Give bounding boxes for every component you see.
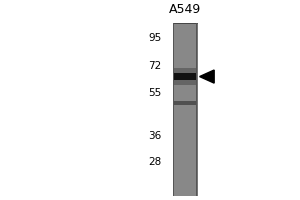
Text: A549: A549 — [169, 3, 201, 16]
Text: 95: 95 — [148, 33, 162, 43]
Text: 72: 72 — [148, 61, 162, 71]
Bar — [173, 23, 197, 196]
Bar — [173, 101, 197, 105]
Polygon shape — [200, 70, 214, 83]
Bar — [173, 68, 197, 85]
Text: 55: 55 — [148, 88, 162, 98]
Bar — [173, 23, 174, 196]
Bar — [196, 23, 197, 196]
Text: 28: 28 — [148, 157, 162, 167]
Text: 36: 36 — [148, 131, 162, 141]
Bar — [173, 73, 197, 80]
